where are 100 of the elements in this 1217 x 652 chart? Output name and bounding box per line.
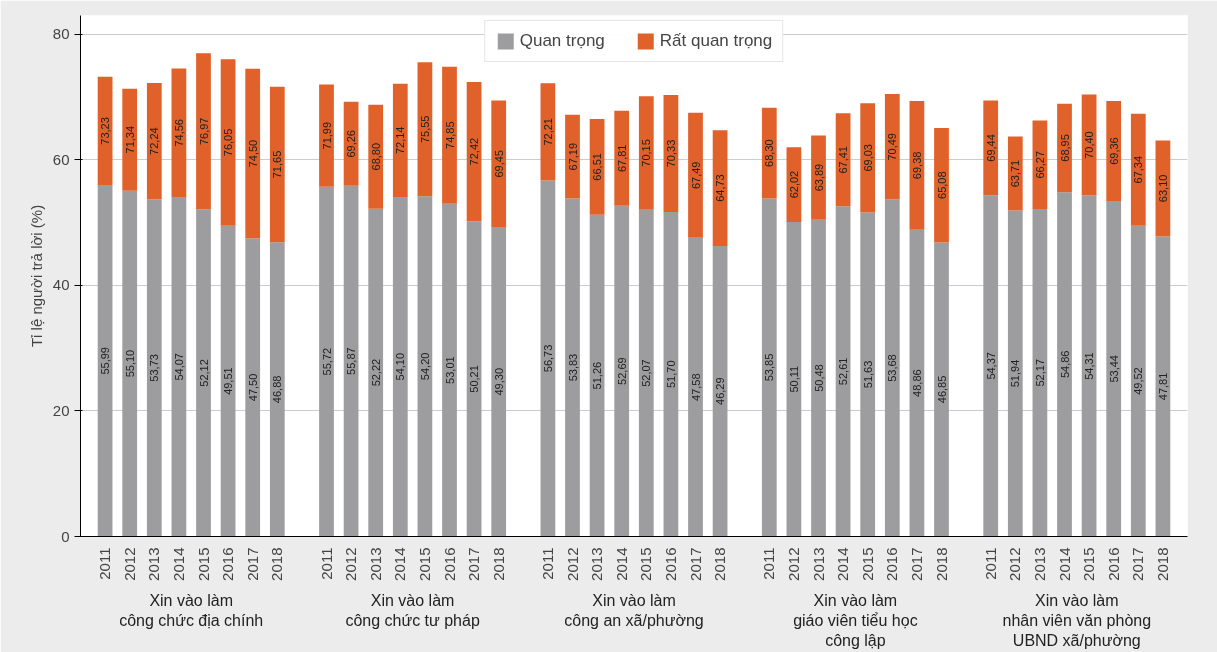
bar (1155, 236, 1171, 537)
bar (319, 84, 334, 187)
data-label: 46,88 (271, 375, 284, 404)
x-tick-label: 2011 (317, 547, 335, 580)
bar (245, 68, 261, 239)
bar (983, 100, 999, 196)
bar (638, 96, 654, 210)
total-label: 70,49 (886, 133, 899, 161)
x-tick-label: 2015 (415, 547, 433, 581)
total-label: 69,26 (345, 130, 358, 158)
text: Xin vào làm công chức địa chính (119, 591, 264, 629)
total-label: 72,42 (468, 137, 481, 166)
bar (1057, 192, 1072, 537)
bar (761, 198, 777, 537)
bar (1007, 136, 1023, 211)
bar (688, 237, 703, 537)
bar (884, 94, 900, 200)
data-label: 54,07 (172, 353, 185, 381)
data-label: 47,81 (1156, 372, 1169, 401)
total-label: 74,50 (246, 139, 259, 168)
data-label: 52,07 (640, 359, 653, 387)
x-tick-label: 2011 (760, 547, 778, 580)
x-tick-label: 2018 (489, 547, 507, 581)
bar (565, 198, 580, 537)
total-label: 64,73 (714, 174, 727, 202)
total-label: 69,45 (492, 150, 505, 178)
y-tick-label: 20 (52, 401, 70, 419)
bar (245, 238, 261, 537)
bar (368, 104, 384, 209)
data-label: 54,86 (1058, 350, 1071, 379)
bar (663, 211, 679, 537)
bar (688, 112, 703, 238)
x-tick-label: 2012 (1006, 547, 1024, 581)
total-label: 71,65 (271, 150, 284, 179)
bar (171, 197, 187, 537)
data-label: 53,73 (148, 354, 161, 382)
bar (860, 212, 876, 537)
x-tick-label: 2015 (194, 547, 212, 581)
x-tick-label: 2016 (219, 547, 237, 581)
data-label: 46,29 (714, 377, 727, 405)
bar (786, 221, 802, 537)
data-label: 55,87 (345, 347, 358, 375)
bar (934, 127, 949, 243)
data-label: 51,70 (664, 360, 677, 388)
total-label: 69,44 (984, 134, 997, 162)
data-label: 49,51 (222, 367, 235, 395)
total-label: 70,33 (664, 139, 677, 168)
data-label: 49,30 (492, 368, 505, 396)
total-label: 73,23 (99, 117, 112, 145)
bar (392, 196, 408, 537)
bar (1106, 201, 1122, 537)
total-label: 76,97 (197, 117, 210, 146)
bar (392, 83, 408, 197)
bar (1007, 210, 1023, 537)
bar (1106, 101, 1122, 202)
bar (761, 107, 777, 199)
bar (638, 209, 654, 537)
data-label: 51,26 (591, 361, 604, 390)
total-label: 74,56 (172, 119, 185, 147)
data-label: 54,31 (1083, 352, 1096, 380)
x-tick-label: 2017 (465, 547, 483, 581)
bar (811, 135, 826, 220)
total-label: 63,10 (1156, 174, 1169, 203)
x-tick-label: 2017 (907, 547, 925, 581)
text: Xin vào làm nhân viên văn phòng UBND xã/phường (1002, 591, 1152, 650)
x-tick-label: 2011 (538, 547, 556, 580)
bar (269, 86, 285, 243)
bar (1032, 209, 1048, 537)
y-tick-label: 0 (61, 527, 70, 545)
bar (811, 219, 826, 537)
data-label: 54,10 (394, 352, 407, 381)
data-label: 51,63 (861, 360, 874, 389)
data-label: 52,12 (197, 359, 210, 387)
data-label: 46,85 (935, 375, 948, 404)
legend-label: Quan trọng (519, 31, 605, 51)
x-tick-label: 2011 (981, 547, 999, 580)
data-label: 56,73 (541, 344, 554, 373)
x-tick-label: 2013 (809, 547, 827, 581)
x-tick-label: 2016 (1104, 547, 1122, 581)
bar (220, 59, 236, 226)
y-tick-label: 40 (52, 276, 70, 294)
x-tick-label: 2018 (268, 547, 286, 581)
x-tick-label: 2015 (1080, 547, 1098, 581)
bar (122, 190, 138, 537)
total-label: 67,19 (566, 142, 579, 171)
total-label: 70,40 (1083, 131, 1096, 159)
data-label: 50,48 (812, 364, 825, 392)
bar (319, 186, 334, 537)
bar (442, 66, 457, 204)
data-label: 52,17 (1033, 358, 1046, 387)
bar (565, 114, 580, 199)
bar (1057, 103, 1072, 193)
total-label: 67,41 (837, 146, 850, 174)
total-label: 67,81 (615, 144, 628, 173)
total-label: 63,89 (812, 163, 825, 192)
total-label: 71,34 (123, 125, 136, 154)
x-tick-label: 2013 (366, 547, 384, 581)
bar (97, 185, 113, 537)
bar (122, 88, 138, 191)
bar (884, 199, 900, 537)
